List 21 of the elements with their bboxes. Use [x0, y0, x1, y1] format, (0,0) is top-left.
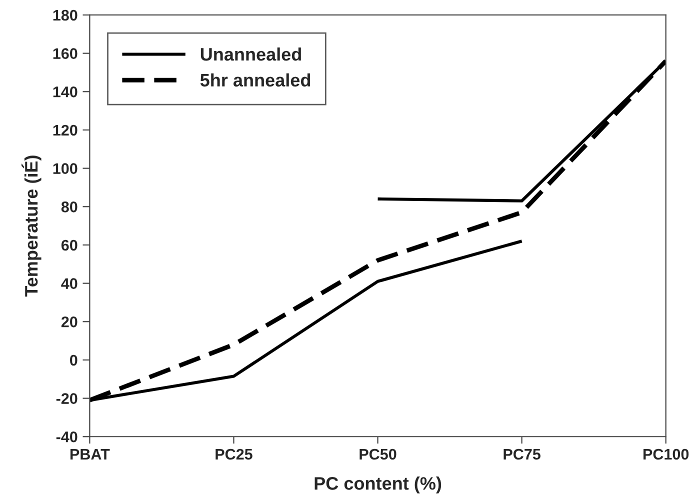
legend-label: 5hr annealed	[200, 73, 310, 87]
x-tick-label: PBAT	[70, 448, 110, 460]
x-tick-label: PC50	[360, 448, 396, 460]
x-tick-label: PC25	[216, 448, 252, 460]
y-tick-label: 0	[70, 354, 78, 366]
y-tick-label: 100	[53, 163, 78, 174]
y-tick-label: 80	[61, 202, 78, 212]
legend-label: Unannealed	[200, 47, 301, 61]
x-tick-label: PC75	[504, 448, 540, 460]
y-tick-label: 20	[61, 316, 78, 328]
x-axis-title: PC content (%)	[314, 476, 442, 494]
y-tick-label: 140	[53, 86, 78, 98]
y-tick-label: -40	[56, 431, 78, 442]
y-tick-label: -20	[56, 393, 78, 404]
y-tick-label: 120	[53, 124, 78, 136]
y-tick-label: 160	[53, 48, 78, 59]
x-tick-label: PC100	[644, 448, 689, 460]
y-tick-label: 40	[61, 278, 78, 289]
y-tick-label: 60	[61, 240, 78, 251]
y-axis-title: Temperature (iÉ)	[22, 156, 42, 297]
y-tick-label: 180	[53, 10, 78, 21]
